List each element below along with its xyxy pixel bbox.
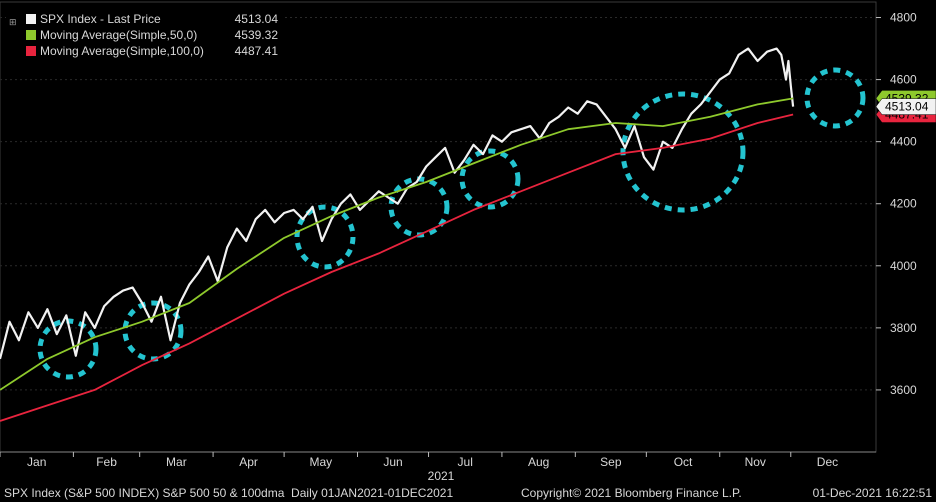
x-axis: Jan Feb Mar Apr May Jun Jul Aug Sep Oct Nov Dec 2021: [0, 451, 876, 483]
x-tick-label: Aug: [528, 455, 549, 469]
last-price-tag: 4513.04: [885, 100, 929, 114]
footer-copyright: Copyright© 2021 Bloomberg Finance L.P.: [521, 486, 742, 500]
series-lines: [0, 47, 795, 422]
x-tick-label: Apr: [239, 455, 258, 469]
y-tick-label: 3600: [890, 383, 917, 397]
legend-item-ma100: Moving Average(Simple,100,0) 4487.41: [8, 43, 278, 59]
series-line: [0, 47, 795, 360]
y-tick-label: 4800: [890, 11, 917, 25]
y-tick-label: 4200: [890, 197, 917, 211]
x-tick-label: Jun: [383, 455, 402, 469]
x-tick-label: Jul: [458, 455, 473, 469]
legend-swatch: [26, 14, 36, 24]
x-tick-label: Dec: [817, 455, 838, 469]
legend-value: 4487.41: [234, 44, 278, 58]
legend-label: Moving Average(Simple,50,0): [40, 28, 198, 42]
y-tick-label: 3800: [890, 321, 917, 335]
legend: ⊞ SPX Index - Last Price 4513.04 Moving …: [6, 11, 282, 60]
legend-swatch: [26, 30, 36, 40]
highlight-circle: [620, 91, 746, 213]
footer: SPX Index (S&P 500 INDEX) S&P 500 50 & 1…: [0, 484, 936, 502]
footer-description: SPX Index (S&P 500 INDEX) S&P 500 50 & 1…: [4, 486, 454, 500]
y-axis: 36003800400042004400460048004539.324487.…: [875, 11, 936, 397]
legend-swatch: [26, 46, 36, 56]
x-tick-label: Mar: [166, 455, 187, 469]
highlight-circle: [459, 148, 521, 210]
highlight-circle: [122, 300, 184, 362]
x-tick-label: Jan: [27, 455, 46, 469]
highlight-circle: [294, 204, 356, 270]
legend-value: 4539.32: [234, 28, 278, 42]
x-tick-label: Feb: [96, 455, 117, 469]
x-tick-label: May: [309, 455, 332, 469]
series-line: [0, 113, 794, 422]
x-tick-label: Sep: [600, 455, 622, 469]
legend-value: 4513.04: [234, 12, 278, 26]
year-label: 2021: [428, 469, 455, 483]
highlight-circles: [37, 67, 866, 380]
legend-collapse-icon[interactable]: ⊞: [9, 17, 17, 27]
highlight-circle: [804, 67, 866, 129]
legend-item-ma50: Moving Average(Simple,50,0) 4539.32: [8, 27, 278, 43]
x-tick-label: Nov: [745, 455, 766, 469]
legend-item-spx: SPX Index - Last Price 4513.04: [8, 11, 278, 27]
y-tick-label: 4000: [890, 259, 917, 273]
legend-label: Moving Average(Simple,100,0): [40, 44, 204, 58]
x-tick-label: Oct: [674, 455, 693, 469]
legend-label: SPX Index - Last Price: [40, 12, 161, 26]
y-tick-label: 4600: [890, 73, 917, 87]
last-price-tag-box: [875, 98, 936, 115]
y-tick-label: 4400: [890, 135, 917, 149]
footer-timestamp: 01-Dec-2021 16:22:51: [812, 486, 932, 500]
series-line: [0, 97, 794, 391]
